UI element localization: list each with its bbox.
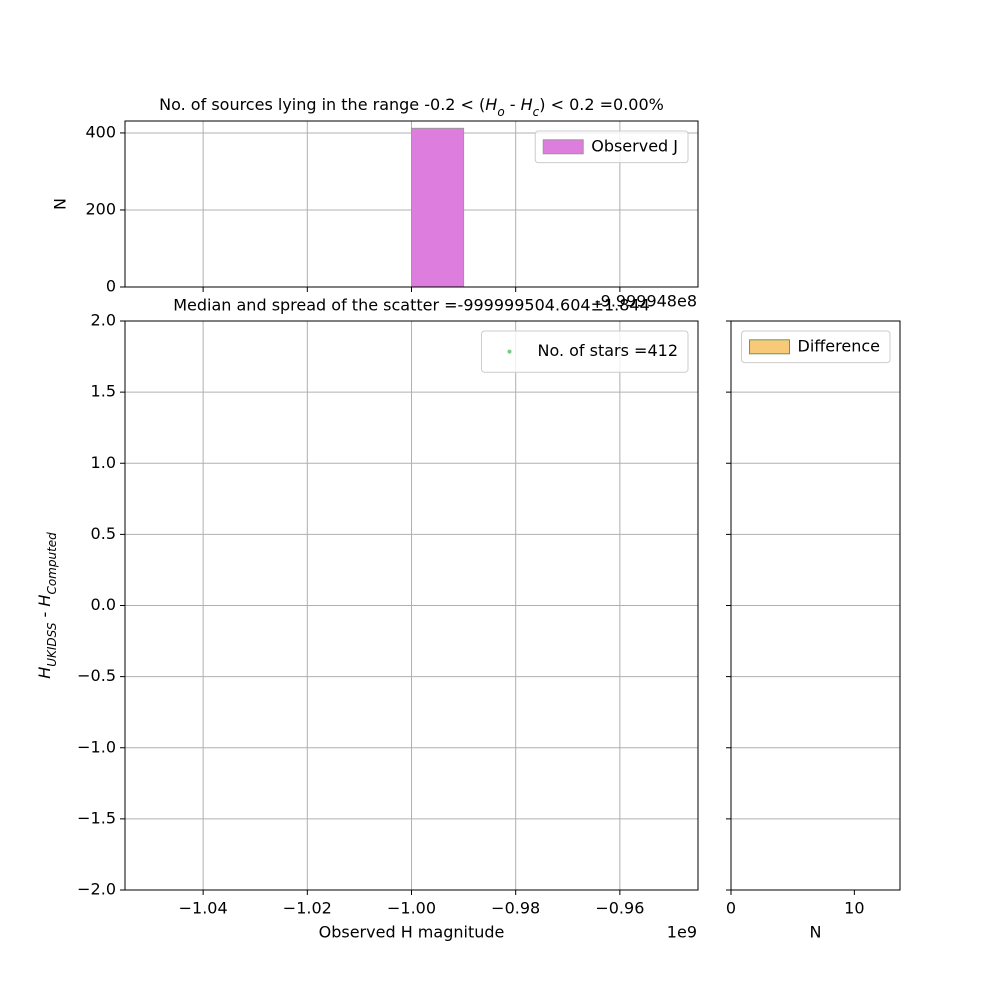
x-tick-label: −0.96 — [595, 899, 644, 918]
text-part: No. of sources lying in the range -0.2 <… — [159, 95, 485, 114]
text-part: - — [35, 607, 54, 623]
x-tick-label: −1.00 — [387, 899, 436, 918]
axes-frame — [124, 320, 699, 891]
legend-handle — [542, 139, 584, 155]
y-axis-label: HUKIDSS - HComputed — [35, 532, 59, 679]
axes-frame — [124, 120, 699, 288]
y-tick-label: 200 — [85, 199, 116, 218]
text-part: H — [521, 95, 533, 114]
y-tick-label: 0.0 — [91, 595, 116, 614]
legend-handle — [507, 349, 512, 354]
legend-box — [741, 330, 891, 364]
x-axis-label: N — [810, 923, 822, 942]
axes-frame — [730, 320, 901, 891]
panel-title: Median and spread of the scatter =-99999… — [173, 296, 650, 315]
y-tick-label: −1.5 — [77, 808, 116, 827]
histogram-bar — [411, 127, 465, 288]
text-part: c — [533, 105, 540, 119]
x-tick-label: −0.98 — [491, 899, 540, 918]
legend-label: No. of stars =412 — [537, 341, 678, 360]
x-tick-label: 10 — [844, 899, 864, 918]
text-part: - — [505, 95, 521, 114]
text-part: Computed — [45, 532, 59, 595]
legend-box — [534, 130, 689, 164]
legend-label: Observed J — [591, 136, 678, 155]
axis-offset-text: -9.999948e8 — [595, 292, 697, 311]
text-part: H — [35, 595, 54, 607]
legend-handle — [749, 339, 791, 355]
text-part: UKIDSS — [45, 622, 59, 667]
y-tick-label: −0.5 — [77, 666, 116, 685]
legend-label: Difference — [798, 336, 880, 355]
axis-offset-text: 1e9 — [667, 923, 697, 942]
text-part: H — [35, 667, 54, 679]
x-tick-label: −1.04 — [179, 899, 228, 918]
y-tick-label: −2.0 — [77, 880, 116, 899]
text-part: H — [485, 95, 497, 114]
y-axis-label: N — [51, 198, 70, 210]
panel-title: No. of sources lying in the range -0.2 <… — [159, 95, 664, 119]
text-part: ) < 0.2 =0.00% — [539, 95, 664, 114]
y-tick-label: 0 — [106, 277, 116, 296]
y-tick-label: −1.0 — [77, 737, 116, 756]
legend-box — [480, 330, 689, 373]
y-tick-label: 0.5 — [91, 524, 116, 543]
x-axis-label: Observed H magnitude — [319, 923, 505, 942]
y-tick-label: 2.0 — [91, 311, 116, 330]
x-tick-label: 0 — [726, 899, 736, 918]
x-tick-label: −1.02 — [283, 899, 332, 918]
y-tick-label: 1.0 — [91, 453, 116, 472]
text-part: o — [497, 105, 504, 119]
y-tick-label: 400 — [85, 122, 116, 141]
y-tick-label: 1.5 — [91, 382, 116, 401]
